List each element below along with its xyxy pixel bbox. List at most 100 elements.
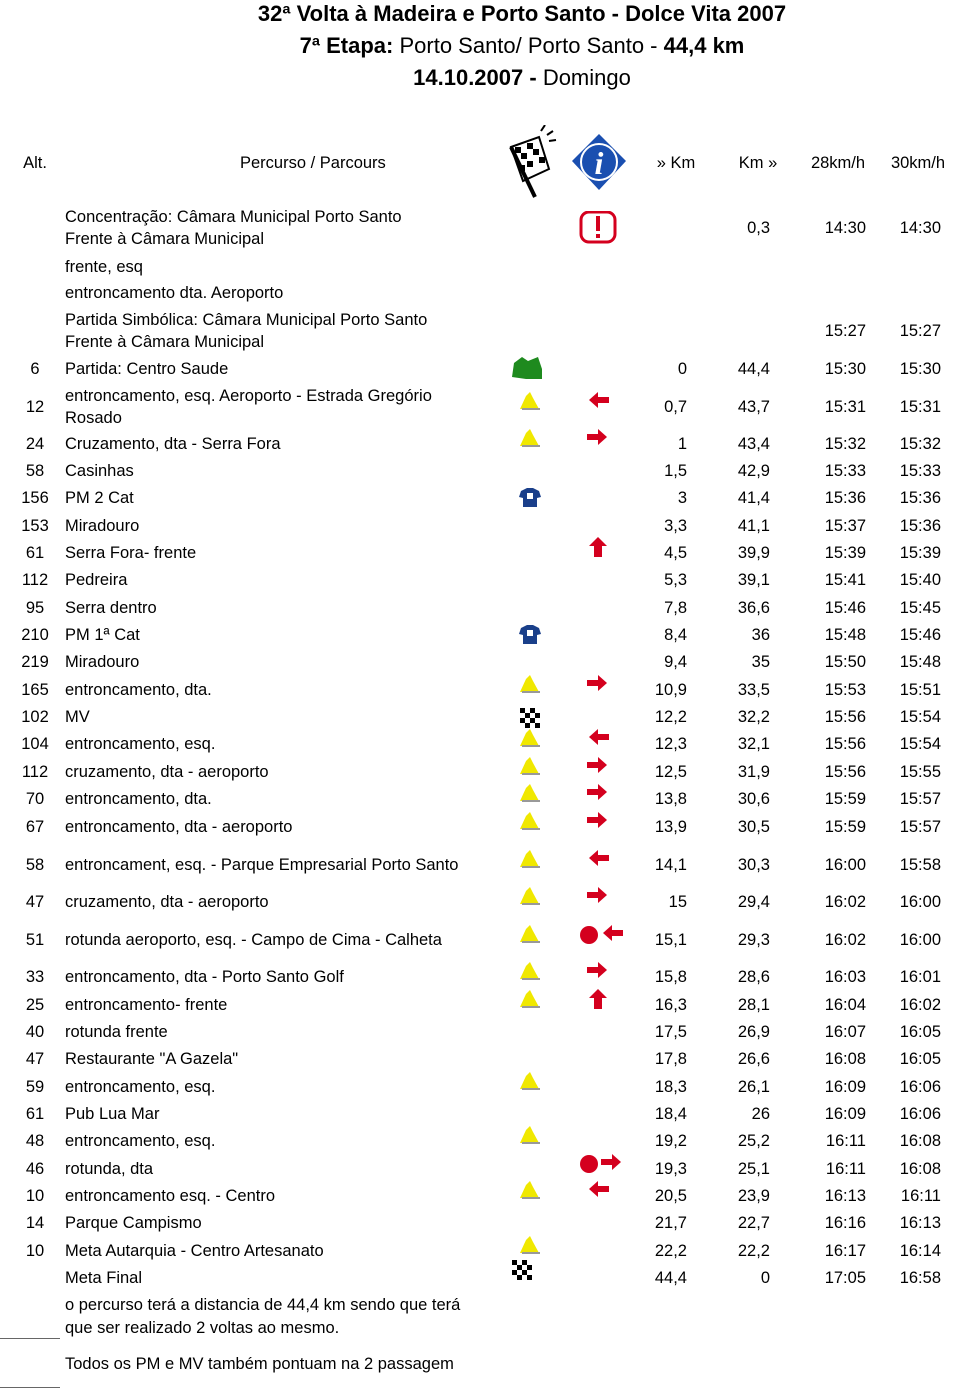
- altitude: 61: [25, 544, 45, 562]
- to: 29,4: [737, 893, 770, 911]
- direction-icon: [587, 429, 607, 445]
- direction-icon: [603, 925, 623, 941]
- climb-icon: [520, 392, 540, 410]
- t28: 15:46: [824, 599, 866, 617]
- route: Miradouro: [65, 517, 140, 535]
- from: 17,8: [654, 1050, 687, 1068]
- t28: 16:11: [825, 1132, 866, 1150]
- altitude: 112: [21, 763, 49, 781]
- from: 3,3: [664, 517, 687, 535]
- from: 14,1: [654, 856, 687, 874]
- t30: 15:36: [899, 517, 941, 535]
- t30: 15:27: [899, 322, 941, 340]
- to: 36,6: [737, 599, 770, 617]
- t28: 16:04: [824, 996, 866, 1014]
- climb-icon: [520, 1236, 540, 1254]
- from: 1,5: [664, 462, 687, 480]
- column-header: Km »: [738, 154, 778, 172]
- t28: 15:39: [824, 544, 866, 562]
- to: 29,3: [737, 931, 770, 949]
- t28: 16:02: [824, 893, 866, 911]
- t28: 15:56: [824, 708, 866, 726]
- t28: 16:09: [824, 1078, 866, 1096]
- to: 31,9: [737, 763, 770, 781]
- t28: 15:33: [824, 462, 866, 480]
- altitude: 219: [21, 653, 49, 671]
- route: entroncamento, dta - Porto Santo Golf: [65, 968, 344, 986]
- route: entroncamento, esq.: [65, 1132, 216, 1150]
- t28: 15:48: [824, 626, 866, 644]
- t30: 15:39: [899, 544, 941, 562]
- from: 19,3: [654, 1160, 687, 1178]
- t28: 15:30: [824, 360, 866, 378]
- altitude: 24: [25, 435, 45, 453]
- from: 16,3: [654, 996, 687, 1014]
- mountain-prize-icon: [519, 625, 541, 644]
- altitude: 95: [25, 599, 45, 617]
- from: 15: [668, 893, 687, 911]
- from: 1: [677, 435, 687, 453]
- direction-icon: [589, 1181, 609, 1197]
- altitude: 165: [21, 681, 49, 699]
- t30: 15:31: [899, 398, 941, 416]
- finish-flag-icon: [512, 1260, 532, 1280]
- to: 33,5: [737, 681, 770, 699]
- t30: 16:14: [899, 1242, 941, 1260]
- note-line: o percurso terá a distancia de 44,4 km s…: [65, 1296, 461, 1314]
- route: entroncamento esq. - Centro: [65, 1187, 276, 1205]
- climb-icon: [520, 990, 540, 1008]
- t30: 15:48: [899, 653, 941, 671]
- stage-route: Porto Santo/ Porto Santo -: [399, 33, 658, 58]
- direction-icon: [587, 784, 607, 800]
- route: Rosado: [65, 409, 122, 427]
- to: 26,6: [737, 1050, 770, 1068]
- route: rotunda frente: [65, 1023, 168, 1041]
- to: 43,7: [737, 398, 770, 416]
- t28: 15:37: [824, 517, 866, 535]
- route: cruzamento, dta - aeroporto: [65, 763, 269, 781]
- t28: 14:30: [824, 219, 866, 237]
- direction-icon: [589, 392, 609, 408]
- date-value: 14.10.2007 -: [413, 65, 537, 90]
- route: rotunda, dta: [65, 1160, 154, 1178]
- to: 22,2: [737, 1242, 770, 1260]
- t30: 15:36: [899, 489, 941, 507]
- from: 7,8: [664, 599, 687, 617]
- t28: 16:16: [824, 1214, 866, 1232]
- climb-icon: [520, 757, 540, 775]
- t30: 15:54: [899, 708, 941, 726]
- route: Cruzamento, dta - Serra Fora: [65, 435, 281, 453]
- to: 32,2: [737, 708, 770, 726]
- t30: 16:08: [899, 1132, 941, 1150]
- t30: 16:06: [899, 1078, 941, 1096]
- from: 15,8: [654, 968, 687, 986]
- stage-distance: 44,4 km: [663, 33, 745, 58]
- t30: 15:54: [899, 735, 941, 753]
- t28: 15:31: [824, 398, 866, 416]
- to: 0,3: [747, 219, 770, 237]
- t30: 15:33: [899, 462, 941, 480]
- t30: 15:45: [899, 599, 941, 617]
- to: 23,9: [737, 1187, 770, 1205]
- route: Meta Autarquia - Centro Artesanato: [65, 1242, 324, 1260]
- from: 17,5: [654, 1023, 687, 1041]
- to: 26,1: [737, 1078, 770, 1096]
- t30: 15:30: [899, 360, 941, 378]
- column-header: » Km: [656, 154, 696, 172]
- to: 30,5: [737, 818, 770, 836]
- route: MV: [65, 708, 90, 726]
- altitude: 46: [25, 1160, 45, 1178]
- route: Pedreira: [65, 571, 128, 589]
- route: entroncamento dta. Aeroporto: [65, 284, 284, 302]
- t30: 16:06: [899, 1105, 941, 1123]
- climb-icon: [520, 1126, 540, 1144]
- from: 13,8: [654, 790, 687, 808]
- t30: 15:58: [899, 856, 941, 874]
- altitude: 58: [25, 856, 45, 874]
- from: 4,5: [664, 544, 687, 562]
- info-icon: i: [572, 134, 626, 190]
- weekday: Domingo: [542, 65, 631, 90]
- column-header: 28km/h: [810, 154, 866, 172]
- climb-icon: [520, 850, 540, 868]
